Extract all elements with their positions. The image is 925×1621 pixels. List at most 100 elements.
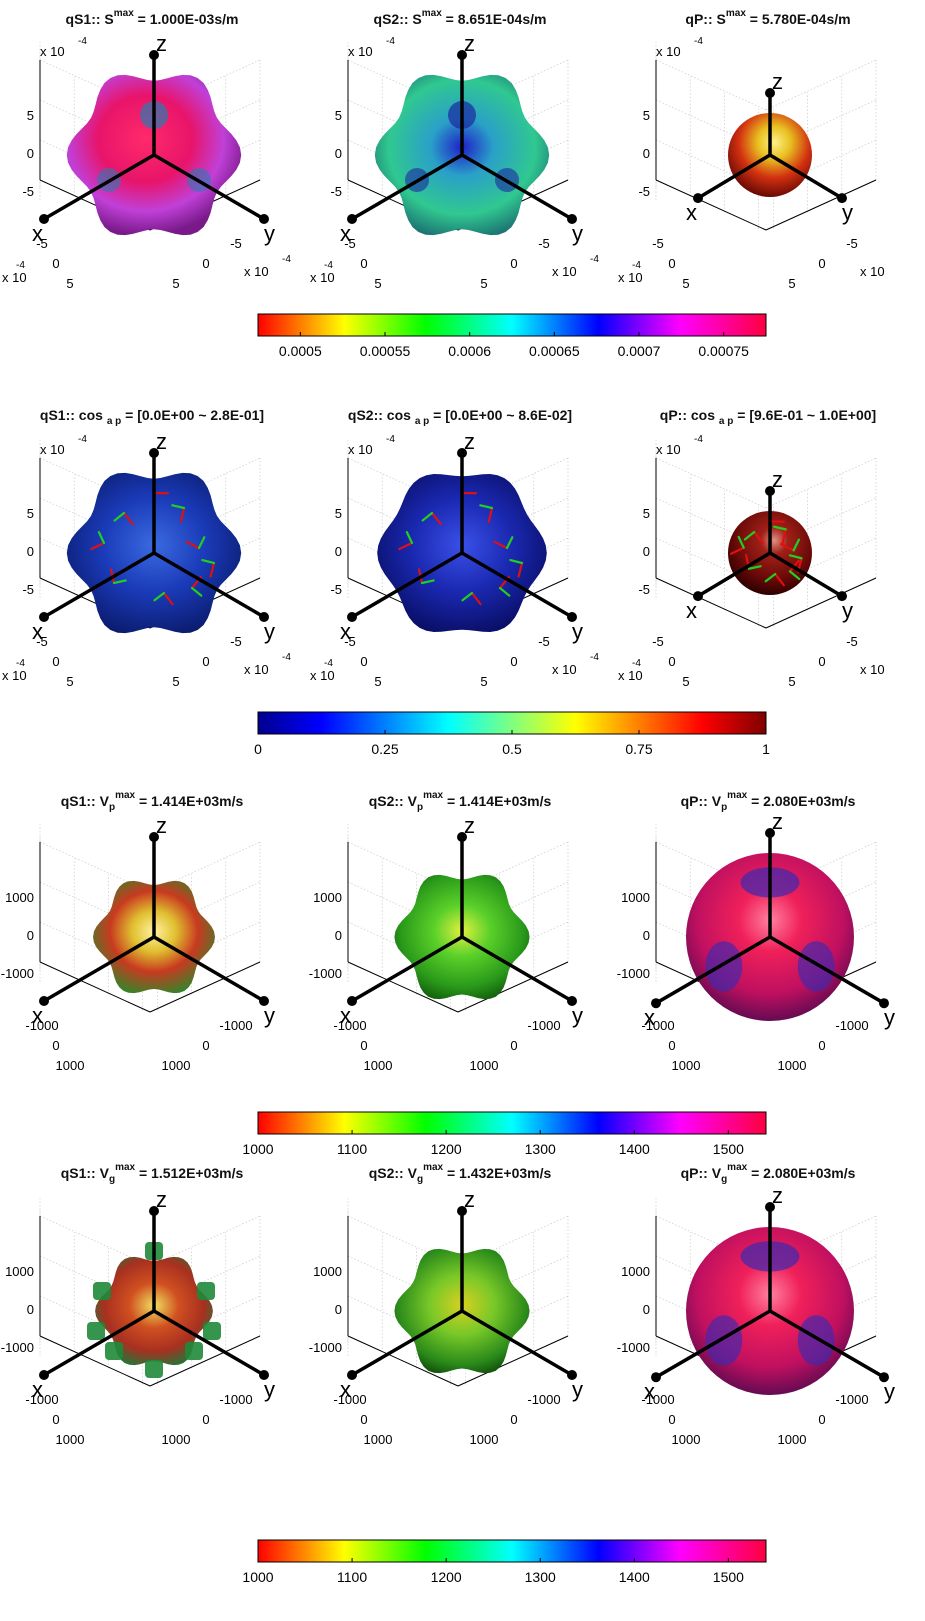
grid-line [39,841,151,893]
z-exponent-label: x 10 [656,442,681,457]
colorbar-2: 1000 1100 1200 1300 1400 1500 [242,1111,767,1157]
y-axis-line [460,935,574,1003]
y-axis-line [152,935,266,1003]
panel-title: qP:: Vpmax = 2.080E+03m/s [681,790,856,813]
x-tick-label: 1000 [364,1058,393,1073]
colorbar-tick-label: 1200 [431,1569,462,1585]
y-axis-line [768,551,844,598]
title-sup: max [423,1162,443,1173]
panel-title: qS2:: Vgmax = 1.432E+03m/s [369,1162,552,1185]
z-axis-tip [149,832,159,842]
y-tick-label: -1000 [527,1392,560,1407]
arrow-green [197,536,206,550]
z-axis-label: z [772,467,783,492]
title-sub: a p [107,416,121,427]
z-tick-label: 5 [643,506,650,521]
z-axis-label: z [772,69,783,94]
x-axis-tip [347,1370,357,1380]
arrow-red [209,561,216,578]
y-axis-tip [837,193,847,204]
z-axis-tip [765,1202,775,1212]
y-axis-label: y [264,619,275,644]
x-axis-tip [347,996,357,1006]
x-axis-tip [39,612,49,622]
colorbar-tick-label: 1200 [431,1141,462,1157]
x-axis-label: x [644,1005,655,1030]
y-tick-label: 0 [818,1412,825,1427]
y-tick-label: 5 [172,674,179,689]
z-axis-label: z [464,813,475,838]
y-axis-tip [259,996,269,1006]
colorbar-0: 0.0005 0.00055 0.0006 0.00065 0.0007 0.00075 [257,313,767,359]
grid-line [39,457,151,509]
z-axis-tip [149,50,159,60]
y-tick-label: -1000 [219,1018,252,1033]
panel-title: qP:: Smax = 5.780E-04s/m [685,8,850,27]
grid-line [765,457,877,509]
x-tick-label: -1000 [641,1392,674,1407]
x-axis-line [654,935,772,1005]
polarization-arrows [729,520,803,587]
x-axis-tip [347,214,357,224]
z-axis-label: z [464,429,475,454]
z-tick-label: -5 [22,582,34,597]
x-tick-label: 0 [52,654,59,669]
coordinate-axes [350,451,574,619]
arrow-red [781,528,787,545]
coordinate-axes [42,451,266,619]
x-axis-label: x [32,1003,43,1028]
colorbar-tick-label: 0.0007 [618,343,661,359]
z-tick-label: 1000 [5,1264,34,1279]
colorbars-layer: 0.0005 0.00055 0.0006 0.00065 0.0007 0.000750… [242,313,770,1585]
y-tick-label: 1000 [162,1432,191,1447]
z-tick-label: -1000 [309,1340,342,1355]
y-axis-label: y [884,1005,895,1030]
x-axis-line [42,551,156,619]
y-axis-label: y [572,221,583,246]
y-axis-tip [837,591,847,602]
grid-line [347,881,459,933]
arrow-red [398,541,414,551]
arrow-green [737,535,745,549]
colorbar-tick-label: 0.00055 [360,343,411,359]
x-exponent-power: -4 [324,658,333,669]
arrow-red [779,543,795,552]
y-tick-label: 5 [480,674,487,689]
grid-line [655,457,767,509]
grid-line [655,1215,767,1267]
z-tick-label: 0 [335,544,342,559]
grid-line [765,99,877,151]
grid-line [39,881,151,933]
grid-line [347,457,459,509]
panel-2-0: qS1:: Vpmax = 1.414E+03m/szx y10000-1000-… [1,790,275,1073]
arrow-green [509,558,524,565]
y-tick-label: 0 [510,1412,517,1427]
title-sup: max [727,1162,747,1173]
z-tick-label: 5 [643,108,650,123]
x-axis-tip [651,998,661,1009]
z-tick-label: 0 [27,544,34,559]
arrow-green [405,531,414,545]
x-tick-label: -5 [36,634,48,649]
arrow-green [171,504,186,510]
z-tick-label: 0 [27,928,34,943]
y-tick-label: 0 [202,1412,209,1427]
z-exponent-power: -4 [78,434,87,445]
y-tick-label: 0 [202,1038,209,1053]
grid-line [347,1215,459,1267]
x-tick-label: -5 [344,634,356,649]
grid-line [457,457,569,509]
x-tick-label: 0 [52,256,59,271]
z-tick-label: -5 [638,184,650,199]
z-axis-label: z [464,31,475,56]
x-axis-tip [693,591,703,602]
y-tick-label: 5 [480,276,487,291]
y-tick-label: 0 [818,256,825,271]
z-axis-label: z [772,809,783,834]
grid-line [765,59,877,111]
x-tick-label: 1000 [56,1432,85,1447]
z-exponent-label: x 10 [656,44,681,59]
grid-line [39,1215,151,1267]
arrow-green [505,536,514,550]
